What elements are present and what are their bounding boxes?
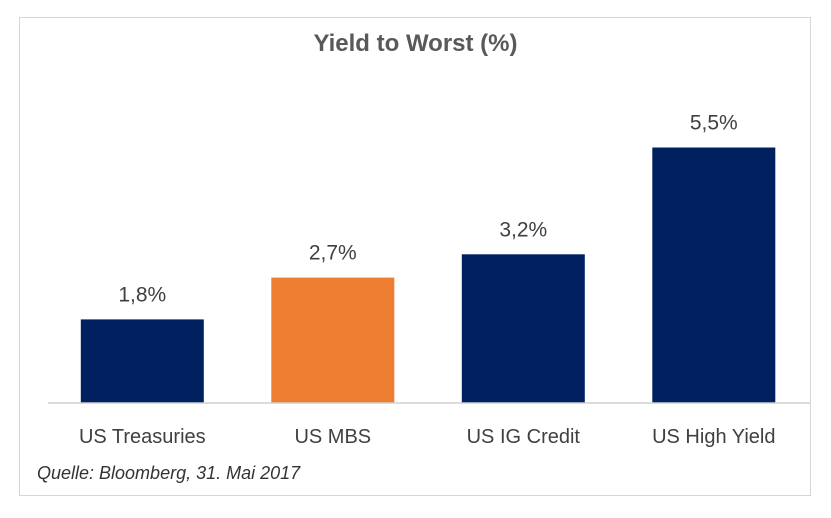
category-label: US MBS: [294, 426, 371, 448]
category-label: US High Yield: [652, 426, 775, 448]
data-label: 3,2%: [499, 218, 547, 241]
bar-us-treasuries: [80, 319, 204, 403]
category-label: US Treasuries: [79, 426, 206, 448]
chart-title: Yield to Worst (%): [313, 30, 518, 57]
source-note: Quelle: Bloomberg, 31. Mai 2017: [37, 463, 301, 483]
data-label: 2,7%: [309, 242, 357, 265]
category-label: US IG Credit: [467, 426, 581, 448]
bar-us-high-yield: [652, 147, 776, 403]
bar-us-ig-credit: [461, 254, 585, 403]
bar-us-mbs: [271, 277, 395, 403]
data-label: 1,8%: [118, 283, 166, 306]
data-label: 5,5%: [690, 112, 738, 135]
